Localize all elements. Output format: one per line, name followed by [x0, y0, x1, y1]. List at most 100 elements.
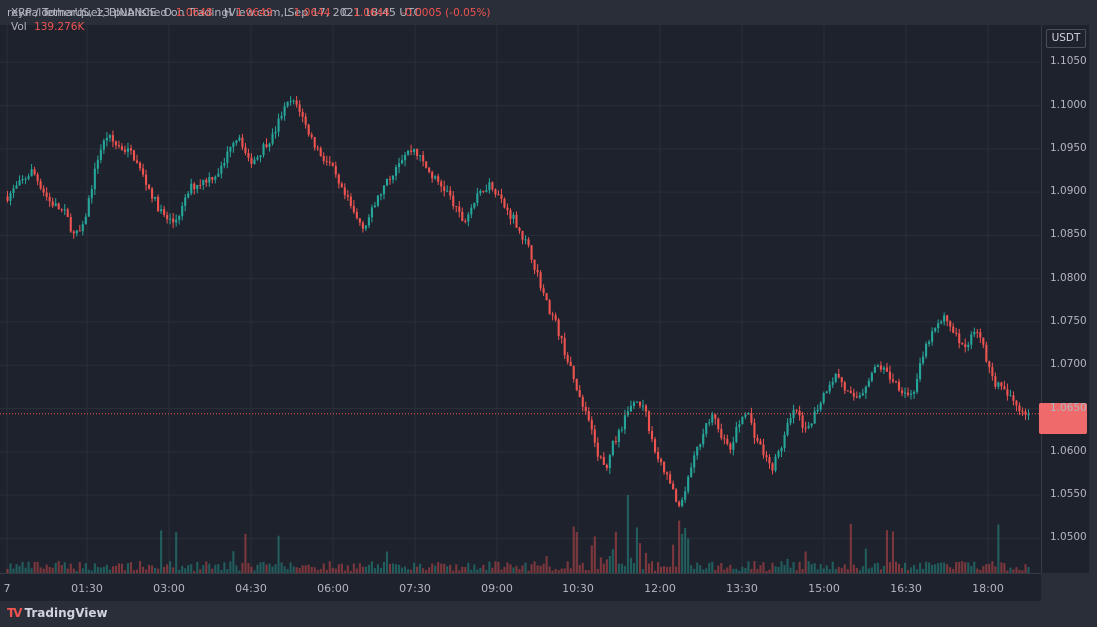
volume-bar: [190, 564, 193, 573]
candle-body: [473, 202, 476, 208]
candle-body: [919, 363, 922, 380]
candle-body: [105, 137, 108, 141]
volume-bar: [21, 561, 24, 573]
publish-info: reynaldomarquez3 published on TradingVie…: [0, 0, 1097, 25]
price-tick-label: 1.0700: [1050, 358, 1087, 371]
candle-body: [361, 222, 364, 229]
volume-bar: [533, 561, 536, 573]
candle-body: [916, 379, 919, 392]
candle-body: [340, 183, 343, 188]
volume-bar: [774, 566, 777, 573]
candle-body: [888, 371, 892, 380]
candle-body: [792, 409, 795, 419]
volume-bar: [102, 566, 105, 573]
tradingview-logo[interactable]: TV TradingView: [7, 606, 108, 620]
volume-bar: [262, 561, 265, 573]
volume-bar: [388, 563, 392, 573]
volume-bar: [57, 561, 60, 573]
volume-bar: [885, 530, 888, 573]
volume-bar: [449, 564, 452, 573]
volume-bar: [690, 565, 693, 573]
candle-body: [837, 373, 840, 378]
volume-bar: [385, 551, 389, 573]
volume-bar: [509, 564, 512, 573]
volume-bar: [819, 564, 822, 573]
symbol-title[interactable]: XRP / TetherUS, 1, BINANCE: [11, 7, 157, 19]
candle-body: [512, 214, 515, 219]
volume-bar: [476, 569, 479, 573]
candle-body: [500, 194, 503, 199]
volume-bar: [419, 563, 422, 573]
volume-bar: [455, 564, 458, 573]
volume-bar: [979, 569, 982, 573]
volume-bar: [178, 569, 181, 573]
volume-bar: [548, 566, 551, 573]
volume-bar: [765, 570, 768, 573]
volume-bar: [879, 569, 882, 573]
right-strip: [1089, 25, 1097, 601]
volume-bar: [132, 570, 136, 573]
candle-body: [349, 196, 352, 206]
volume-bar: [678, 520, 681, 573]
currency-button[interactable]: USDT: [1046, 29, 1086, 48]
volume-bar: [397, 564, 401, 573]
time-tick-label: 13:30: [726, 582, 758, 595]
volume-bar: [87, 569, 90, 573]
volume-bar: [416, 566, 419, 573]
volume-bar: [211, 568, 214, 573]
volume-bar: [358, 563, 361, 573]
time-tick-label: 01:30: [71, 582, 103, 595]
candle-body: [756, 437, 759, 441]
candle-body: [434, 176, 437, 179]
volume-bar: [756, 568, 759, 573]
price-scale[interactable]: [1041, 25, 1089, 573]
candle-body: [684, 491, 687, 500]
time-tick-label: 12:00: [644, 582, 676, 595]
candle-body: [108, 135, 111, 138]
volume-bar: [66, 568, 69, 573]
candle-body: [819, 402, 822, 410]
candle-body: [816, 409, 819, 412]
candle-body: [813, 411, 816, 424]
candle-body: [536, 269, 539, 273]
candle-body: [497, 194, 500, 196]
candle-body: [99, 149, 102, 160]
volume-label: Vol: [11, 21, 27, 33]
volume-bar: [319, 568, 322, 573]
volume-bar: [828, 569, 831, 573]
volume-bar: [620, 563, 623, 573]
candle-body: [316, 147, 319, 149]
volume-bar: [825, 565, 828, 573]
volume-bar: [804, 551, 807, 573]
chart-area[interactable]: [0, 25, 1041, 573]
candle-body: [964, 344, 967, 348]
volume-bar: [732, 568, 735, 573]
candle-body: [870, 372, 873, 381]
volume-bar: [1018, 569, 1021, 573]
candle-body: [310, 134, 313, 138]
candle-body: [220, 165, 223, 174]
candle-body: [358, 218, 361, 223]
candle-body: [48, 196, 51, 202]
candle-body: [946, 315, 949, 322]
candle-body: [521, 230, 524, 240]
volume-bar: [78, 561, 81, 573]
volume-bar: [647, 563, 651, 573]
candle-body: [656, 451, 660, 460]
volume-bar: [75, 570, 78, 573]
candle-body: [169, 218, 172, 220]
candle-body: [681, 499, 684, 506]
volume-bar: [617, 563, 620, 573]
candle-body: [575, 379, 578, 391]
volume-bar: [404, 566, 407, 573]
candle-body: [738, 424, 741, 427]
candle-body: [958, 333, 961, 344]
candle-body: [687, 476, 690, 492]
time-scale[interactable]: [0, 573, 1041, 601]
volume-bar: [846, 569, 849, 573]
candle-body: [385, 178, 389, 186]
price-tick-label: 1.0650: [1050, 401, 1087, 414]
volume-bar: [425, 570, 428, 573]
volume-bar: [952, 568, 955, 573]
volume-bar: [394, 564, 398, 573]
